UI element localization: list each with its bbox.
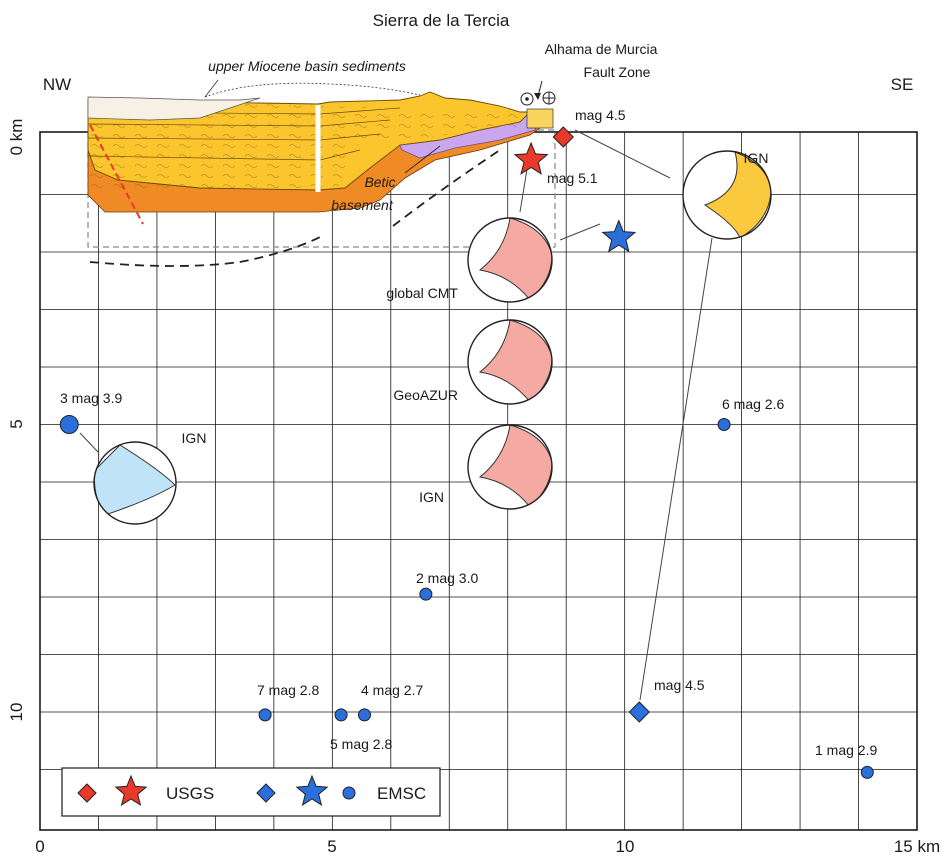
event-star [513, 141, 549, 175]
legend-usgs-star [114, 774, 148, 806]
focal-mechanisms: IGN IGN global CMT GeoAZUR IGN [93, 150, 772, 525]
event-circle [334, 708, 348, 722]
motion-out-icon [520, 92, 534, 106]
mechanism-label: IGN [182, 430, 207, 446]
sediment-leader [204, 79, 219, 98]
event-circle [419, 587, 433, 601]
event-circle [860, 765, 874, 779]
legend-emsc-star [295, 774, 329, 806]
mechanism-global-cmt: global CMT [386, 217, 553, 303]
beachball-outline [682, 150, 772, 240]
event-emsc-star [601, 219, 637, 253]
motion-in-cross [543, 92, 555, 104]
eroded-surface [204, 82, 421, 98]
event-label: 2 mag 3.0 [416, 570, 478, 586]
leader-3-ign [79, 432, 99, 453]
x-tick-5: 5 [327, 837, 336, 856]
event-emsc-7: 7 mag 2.8 [257, 682, 319, 722]
event-emsc-6: 6 mag 2.6 [717, 396, 784, 431]
event-label: 5 mag 2.8 [330, 736, 392, 752]
basement-label-2: basement [331, 197, 394, 213]
nw-label: NW [43, 75, 71, 94]
basement-label-1: Betic [364, 174, 395, 190]
leader-lines [79, 129, 713, 701]
white-top-sediments [87, 96, 261, 121]
leader-emsc-ign [639, 237, 713, 701]
legend-emsc-diamond [256, 783, 276, 803]
beachball-outline [467, 424, 553, 510]
legend-emsc-label: EMSC [377, 784, 426, 803]
basement-contact-2 [392, 149, 501, 227]
figure-title: Sierra de la Tercia [373, 11, 510, 30]
mechanism-label: IGN [744, 150, 769, 166]
se-label: SE [891, 75, 914, 94]
leader-usgs-ign [574, 129, 671, 179]
event-circle [59, 415, 79, 434]
event-emsc-diamond: mag 4.5 [628, 677, 705, 723]
beachball-compression [94, 444, 176, 516]
event-emsc-1: 1 mag 2.9 [815, 742, 877, 779]
y-tick-0: 0 km [7, 119, 26, 156]
mechanism-geoazur: GeoAZUR [393, 319, 553, 405]
event-emsc-5: 5 mag 2.8 [330, 708, 392, 752]
fault-zone-label-1: Alhama de Murcia [545, 41, 658, 57]
event-circle [357, 708, 371, 722]
x-tick-0: 0 [35, 837, 44, 856]
mechanism-label: IGN [419, 489, 444, 505]
motion-out-dot [525, 97, 529, 101]
basement-leader [404, 145, 441, 174]
event-star [601, 219, 637, 253]
beachball-outline [93, 441, 177, 525]
legend-usgs-label: USGS [166, 784, 214, 803]
events: mag 4.5 mag 5.1 mag 4.5 3 mag 3.9 6 mag 2.6 2… [59, 107, 877, 779]
event-label: 7 mag 2.8 [257, 682, 319, 698]
event-label: 4 mag 2.7 [361, 682, 423, 698]
fault-zone-arrowhead [534, 93, 541, 100]
leader-star-cmt [519, 162, 529, 213]
event-emsc-2: 2 mag 3.0 [416, 570, 478, 601]
leader-emsc-cmt [559, 223, 601, 241]
legend: USGS EMSC [61, 767, 441, 817]
event-label: 3 mag 3.9 [60, 390, 122, 406]
event-emsc-3: 3 mag 3.9 [59, 390, 122, 434]
event-circle [717, 418, 731, 431]
legend-usgs-diamond [77, 783, 97, 803]
event-diamond [552, 126, 574, 148]
x-tick-15: 15 km [894, 837, 940, 856]
event-diamond [628, 701, 650, 723]
y-tick-10: 10 [7, 703, 26, 722]
legend-emsc-circle [342, 786, 356, 800]
mechanism-ign-51: IGN [419, 424, 553, 510]
geologic-section: Betic basement [87, 79, 556, 267]
event-emsc-4: 4 mag 2.7 [357, 682, 423, 722]
beachball-outline [467, 319, 553, 405]
basement-contact-1 [89, 236, 321, 267]
event-label: mag 5.1 [547, 170, 598, 186]
mechanism-ign-main: IGN [682, 150, 772, 240]
event-usgs-diamond: mag 4.5 [552, 107, 626, 148]
x-tick-10: 10 [616, 837, 635, 856]
grid [40, 132, 917, 830]
fault-zone-box [526, 108, 554, 129]
mechanism-ign-3: IGN [93, 430, 207, 525]
sediments-label: upper Miocene basin sediments [208, 58, 406, 74]
mechanism-label: GeoAZUR [393, 387, 458, 403]
event-circle [258, 708, 272, 722]
fault-zone-label-2: Fault Zone [584, 64, 651, 80]
mechanism-label: global CMT [386, 285, 458, 301]
red-fault-line [89, 124, 144, 225]
event-usgs-star: mag 5.1 [513, 141, 598, 186]
event-label: 1 mag 2.9 [815, 742, 877, 758]
y-tick-5: 5 [7, 419, 26, 428]
event-label: mag 4.5 [575, 107, 626, 123]
event-label: mag 4.5 [654, 677, 705, 693]
beachball-outline [467, 217, 553, 303]
event-label: 6 mag 2.6 [722, 396, 784, 412]
